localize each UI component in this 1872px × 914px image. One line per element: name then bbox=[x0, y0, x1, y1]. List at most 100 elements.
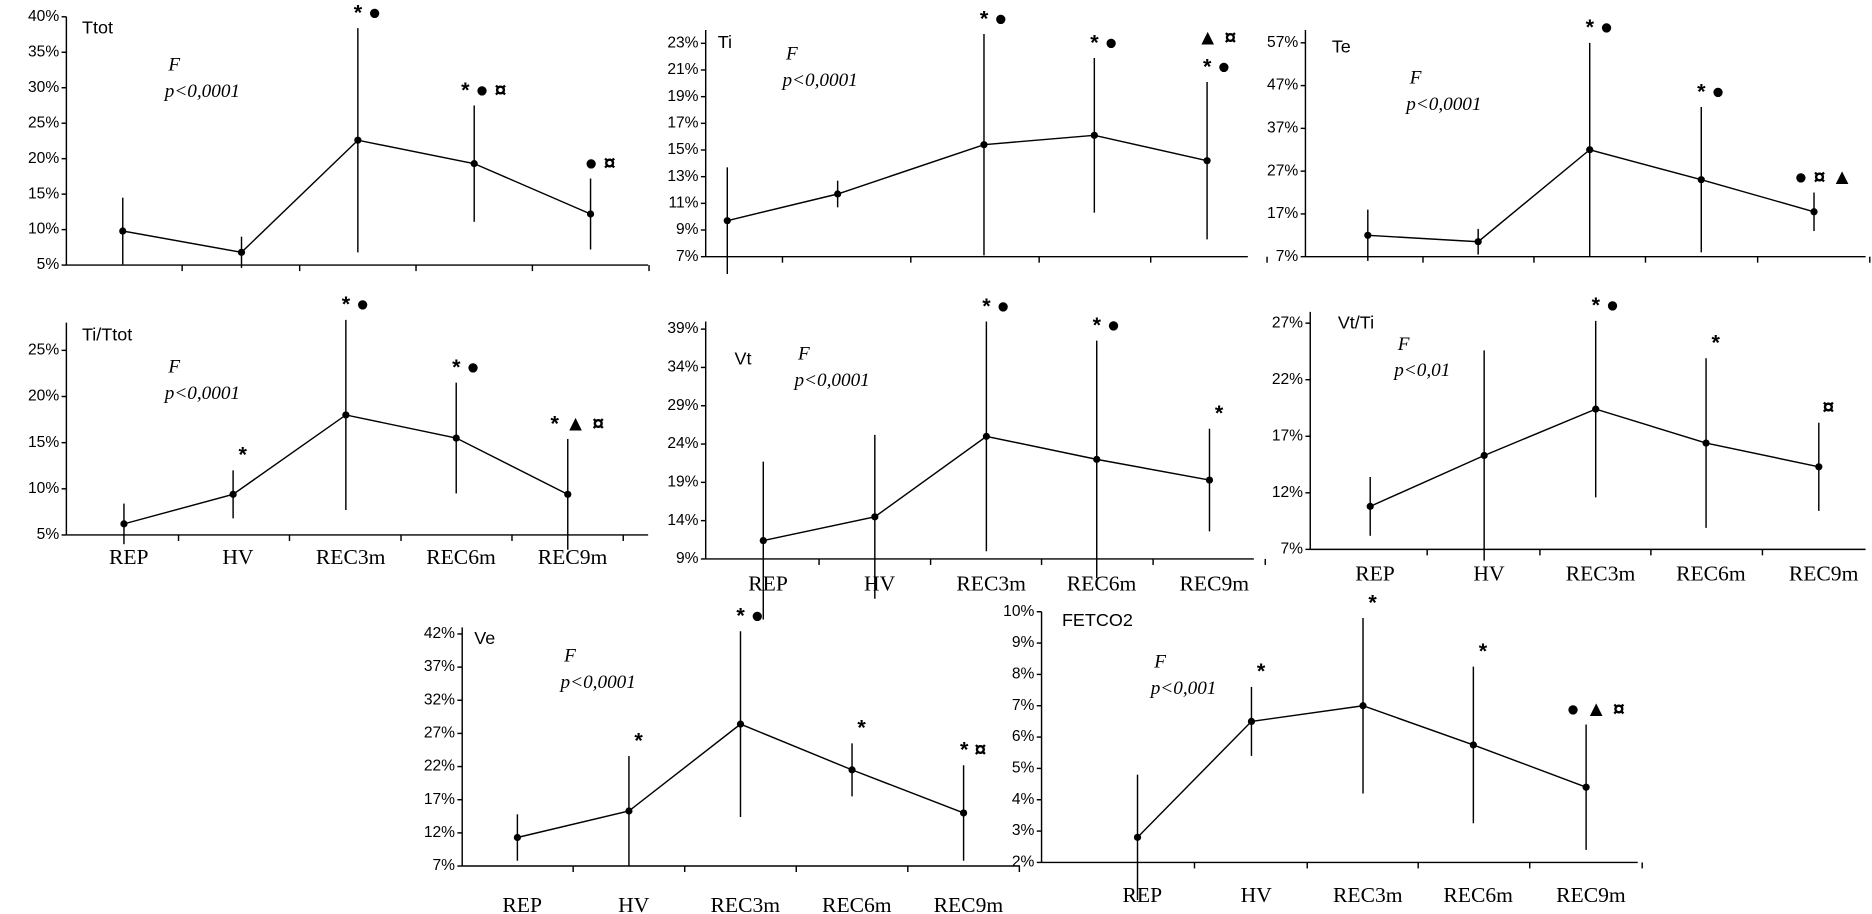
significance-marker: * bbox=[1215, 400, 1224, 425]
y-tick-label: 39% bbox=[667, 320, 698, 337]
stat-p: p<0,0001 bbox=[163, 383, 240, 404]
y-tick-label: 15% bbox=[667, 141, 698, 158]
data-point bbox=[1582, 783, 1590, 791]
significance-marker: * bbox=[1257, 658, 1266, 683]
stat-p: p<0,0001 bbox=[1404, 94, 1481, 115]
y-tick-label: 6% bbox=[1012, 728, 1035, 745]
y-tick-label: 13% bbox=[667, 168, 698, 185]
stat-p: p<0,0001 bbox=[163, 81, 240, 102]
stat-p: p<0,0001 bbox=[792, 370, 869, 391]
x-tick-label: REP bbox=[1123, 883, 1163, 907]
significance-marker: * ▲ ¤ bbox=[550, 410, 604, 435]
y-tick-label: 32% bbox=[424, 691, 455, 708]
y-tick-label: 37% bbox=[424, 658, 455, 675]
data-point bbox=[1093, 455, 1101, 463]
panel-title: Ve bbox=[474, 628, 495, 648]
stat-label: F bbox=[563, 646, 576, 667]
significance-marker: * bbox=[239, 442, 248, 467]
significance-marker: * bbox=[857, 715, 866, 740]
y-tick-label: 25% bbox=[28, 114, 59, 131]
y-tick-label: 5% bbox=[37, 526, 60, 543]
data-point bbox=[871, 513, 879, 521]
y-tick-label: 15% bbox=[28, 434, 59, 451]
data-line bbox=[1367, 148, 1815, 243]
panel-title: Vt/Ti bbox=[1338, 313, 1374, 333]
y-tick-label: 42% bbox=[424, 625, 455, 642]
x-tick-label: REC9m bbox=[538, 545, 608, 569]
significance-marker: * bbox=[1711, 330, 1720, 355]
significance-marker: * ● ¤ bbox=[461, 77, 506, 102]
data-point bbox=[1364, 231, 1372, 239]
y-tick-label: 5% bbox=[37, 256, 60, 273]
data-point bbox=[120, 520, 128, 528]
x-tick-label: REC6m bbox=[426, 545, 496, 569]
y-tick-label: 8% bbox=[1012, 666, 1035, 683]
significance-marker: * ● bbox=[980, 5, 1007, 30]
data-line bbox=[727, 134, 1208, 222]
data-point bbox=[982, 432, 990, 440]
significance-marker: ▲ ¤ bbox=[1197, 25, 1236, 50]
y-tick-label: 5% bbox=[1012, 760, 1035, 777]
y-tick-label: 23% bbox=[667, 34, 698, 51]
significance-marker: * ● bbox=[452, 354, 479, 379]
data-point bbox=[723, 217, 731, 225]
data-point bbox=[354, 136, 362, 144]
data-point bbox=[564, 490, 572, 498]
y-tick-label: 27% bbox=[424, 725, 455, 742]
stat-label: F bbox=[167, 357, 180, 378]
x-tick-label: REC3m bbox=[1566, 562, 1636, 586]
significance-marker: * bbox=[634, 727, 643, 752]
y-tick-label: 17% bbox=[424, 791, 455, 808]
y-tick-label: 9% bbox=[676, 550, 699, 567]
y-tick-label: 47% bbox=[1267, 77, 1298, 94]
y-tick-label: 35% bbox=[28, 43, 59, 60]
stat-p: p<0,01 bbox=[1392, 360, 1450, 381]
y-tick-label: 10% bbox=[1003, 603, 1034, 620]
y-tick-label: 27% bbox=[1272, 314, 1303, 331]
data-point bbox=[1247, 717, 1256, 726]
x-tick-label: REC9m bbox=[1180, 571, 1250, 595]
y-tick-label: 12% bbox=[1272, 484, 1303, 501]
x-tick-label: HV bbox=[864, 571, 896, 595]
stat-p: p<0,0001 bbox=[780, 70, 857, 91]
data-point bbox=[848, 766, 856, 774]
data-point bbox=[1810, 208, 1818, 216]
y-tick-label: 7% bbox=[1281, 540, 1304, 557]
x-tick-label: HV bbox=[1473, 562, 1505, 586]
y-tick-label: 19% bbox=[667, 473, 698, 490]
data-point bbox=[759, 536, 767, 545]
panel-title: Ti bbox=[718, 32, 732, 52]
y-tick-label: 21% bbox=[667, 61, 698, 78]
data-point bbox=[1815, 463, 1823, 471]
data-point bbox=[513, 833, 521, 842]
stat-label: F bbox=[785, 44, 798, 65]
y-tick-label: 34% bbox=[667, 359, 698, 376]
significance-marker: * ● bbox=[1592, 292, 1619, 317]
y-tick-label: 7% bbox=[1012, 697, 1035, 714]
y-tick-label: 27% bbox=[1267, 162, 1298, 179]
y-tick-label: 30% bbox=[28, 79, 59, 96]
y-tick-label: 14% bbox=[667, 512, 698, 529]
y-tick-label: 17% bbox=[1272, 427, 1303, 444]
data-point bbox=[237, 248, 246, 256]
panel-title: Te bbox=[1332, 37, 1351, 57]
y-tick-label: 29% bbox=[667, 397, 698, 414]
x-tick-label: REC9m bbox=[1556, 883, 1626, 907]
x-tick-label: REC3m bbox=[956, 571, 1026, 595]
data-point bbox=[119, 227, 127, 235]
significance-marker: * ¤ bbox=[960, 737, 986, 762]
data-point bbox=[229, 490, 237, 498]
y-tick-label: 22% bbox=[424, 758, 455, 775]
significance-marker: * ● bbox=[1093, 312, 1120, 337]
stat-label: F bbox=[1397, 334, 1410, 355]
y-tick-label: 40% bbox=[28, 8, 59, 25]
y-tick-label: 19% bbox=[667, 88, 698, 105]
x-tick-label: HV bbox=[1241, 883, 1273, 907]
y-tick-label: 17% bbox=[1267, 205, 1298, 222]
y-tick-label: 9% bbox=[676, 221, 699, 238]
y-tick-label: 10% bbox=[28, 480, 59, 497]
data-point bbox=[1697, 176, 1705, 184]
significance-marker: * ● bbox=[342, 291, 369, 316]
x-tick-label: HV bbox=[618, 893, 650, 914]
